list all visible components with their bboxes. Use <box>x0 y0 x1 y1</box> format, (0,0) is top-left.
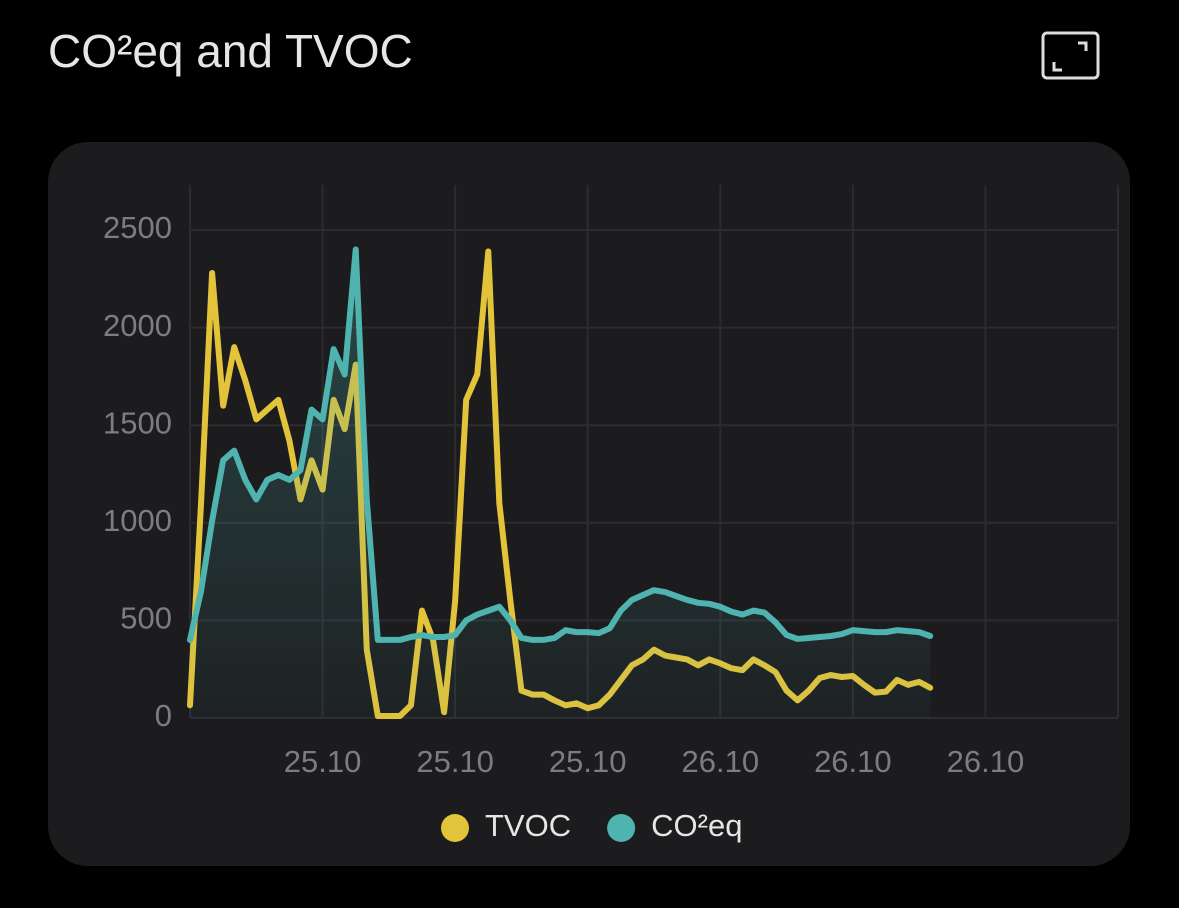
card-title: CO²eq and TVOC <box>48 25 413 77</box>
x-tick-label: 26.10 <box>681 744 759 779</box>
expand-frame <box>1041 31 1100 80</box>
legend-label: CO²eq <box>651 808 742 843</box>
line <box>187 246 934 643</box>
legend: TVOC CO²eq <box>441 808 742 843</box>
x-tick-label: 25.10 <box>284 744 362 779</box>
y-tick-label: 2000 <box>103 308 172 343</box>
y-tick-label: 1500 <box>103 405 172 440</box>
x-tick-label: 25.10 <box>549 744 627 779</box>
legend-label: TVOC <box>485 808 571 843</box>
x-tick-label: 26.10 <box>814 744 892 779</box>
legend-swatch <box>441 814 469 842</box>
plot: 0 500 1000 1500 2000 2500 25.10 25.10 25.10 26.10… <box>103 185 1119 779</box>
expand-arrows <box>1052 41 1088 72</box>
x-tick-label: 25.10 <box>416 744 494 779</box>
y-tick-label: 500 <box>120 601 172 636</box>
y-tick-label: 1000 <box>103 503 172 538</box>
area <box>190 249 931 718</box>
expand-button[interactable] <box>1041 31 1100 80</box>
y-tick-label: 0 <box>155 698 172 733</box>
legend-swatch <box>607 814 636 842</box>
x-tick-label: 26.10 <box>947 744 1025 779</box>
y-tick-label: 2500 <box>103 210 172 245</box>
